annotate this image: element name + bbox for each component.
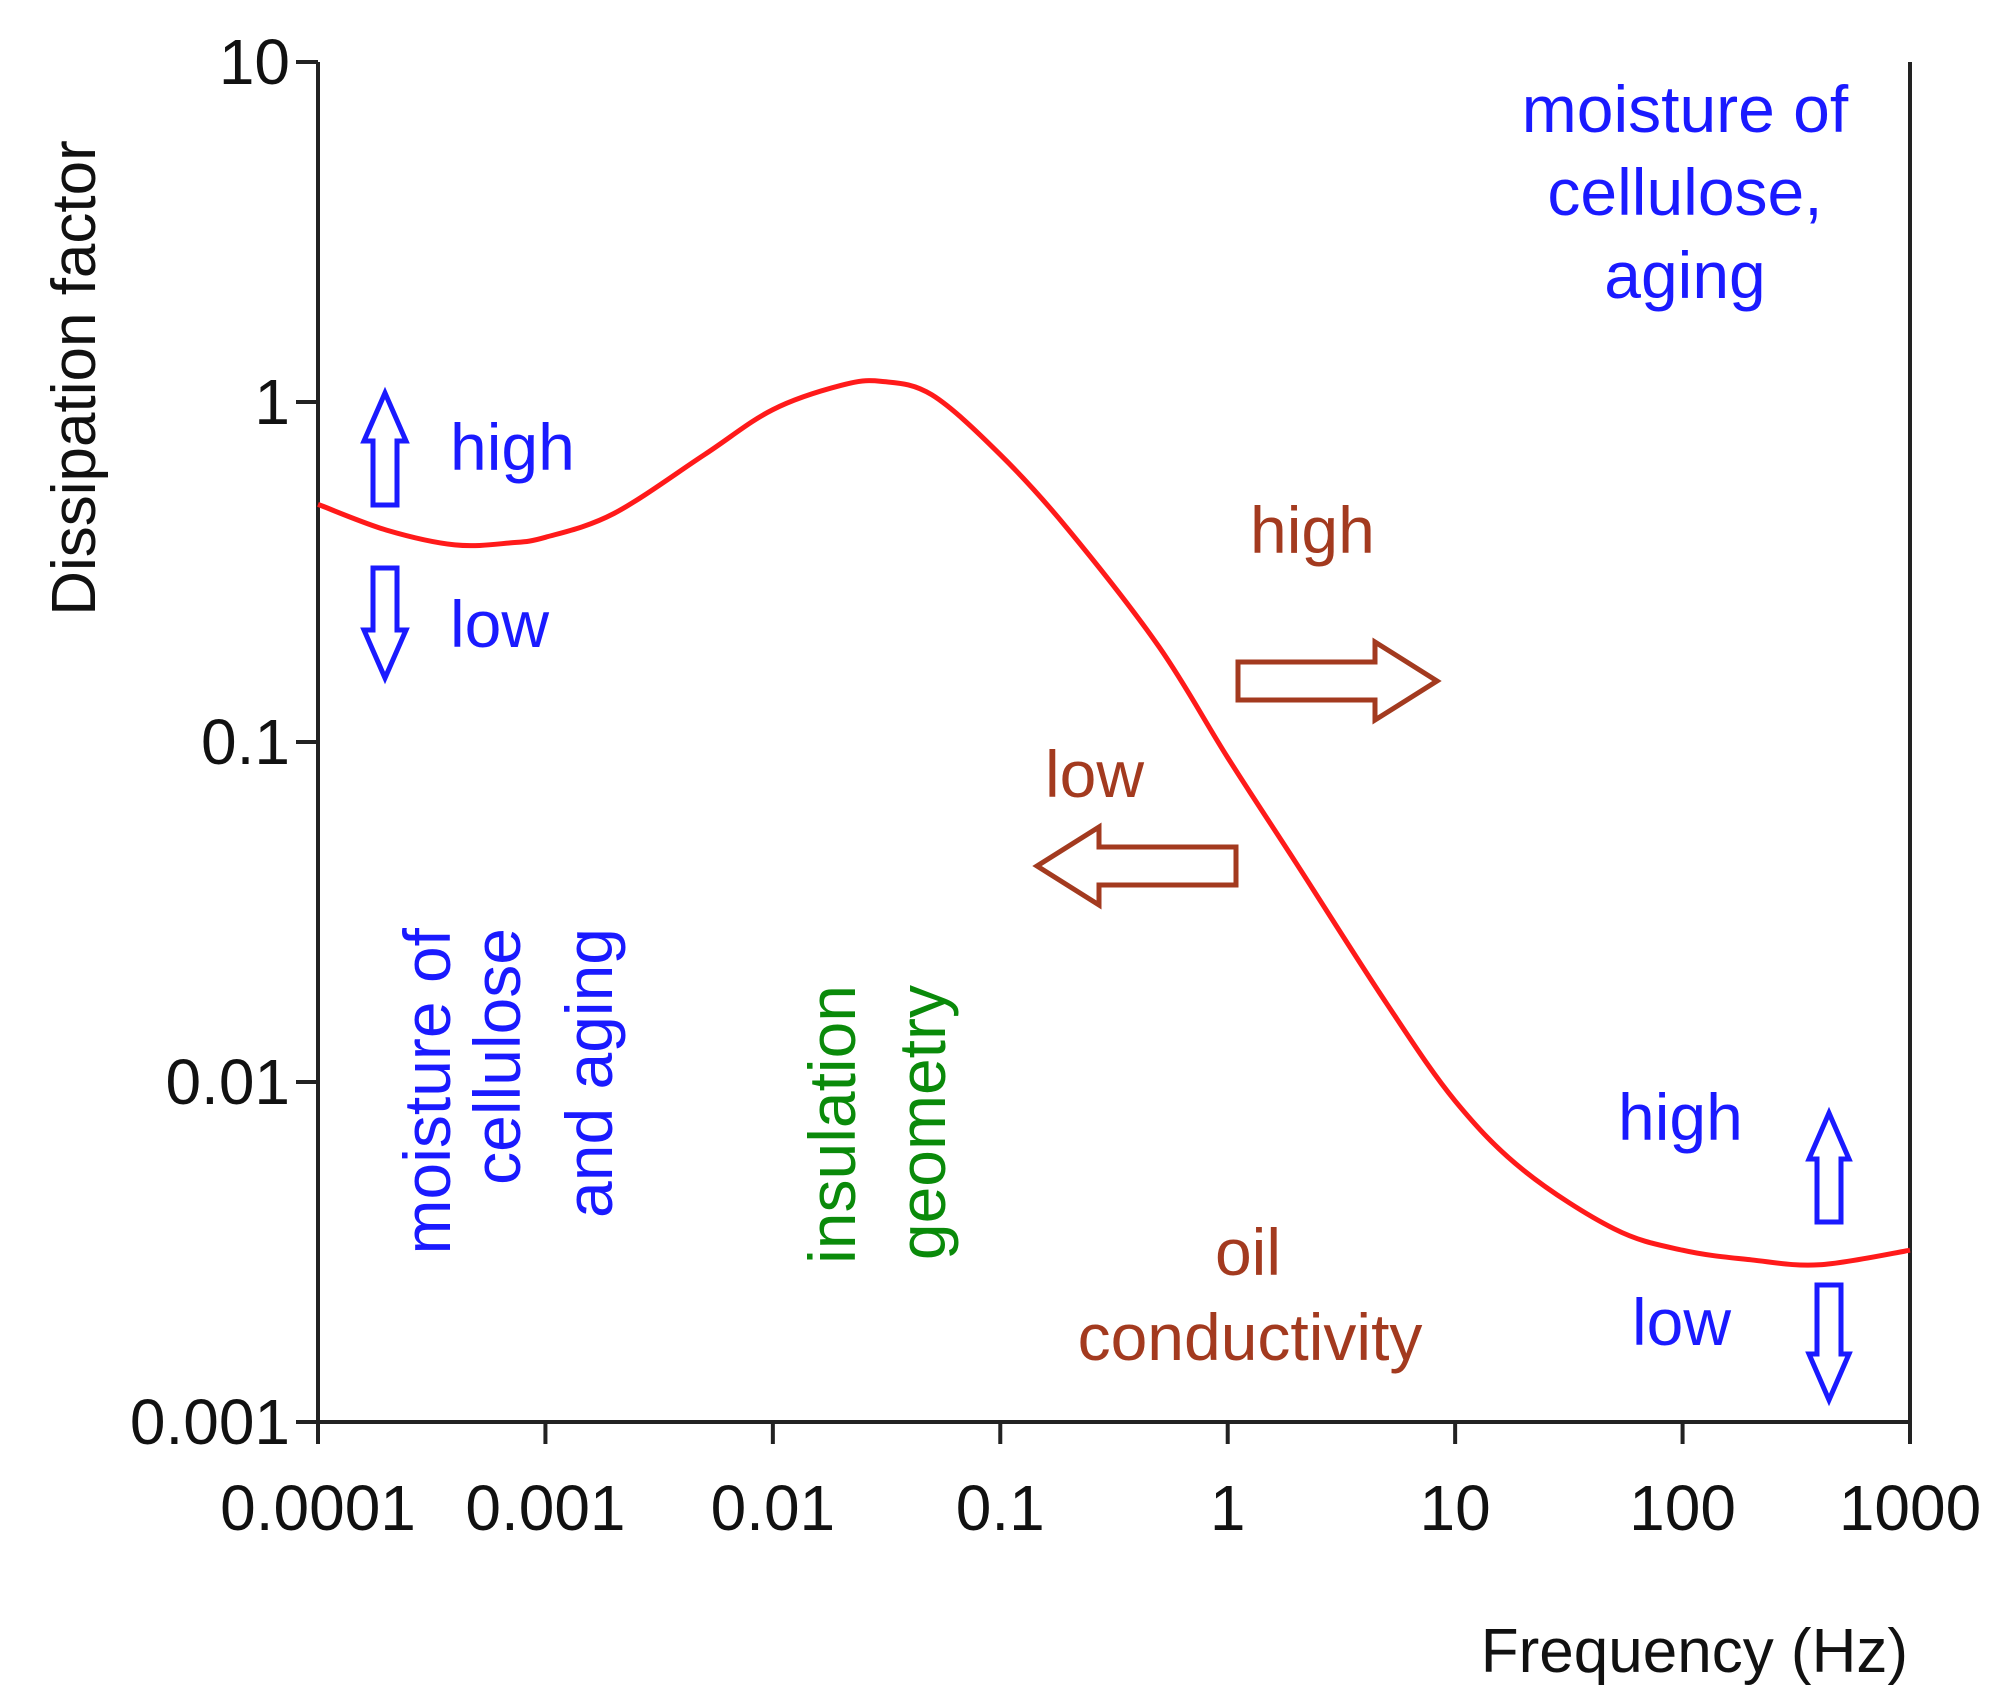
y-tick-label: 0.01 <box>165 1046 290 1118</box>
x-tick-label: 0.0001 <box>220 1472 416 1544</box>
series-group <box>317 378 1911 1268</box>
arrow-right-up-icon <box>1805 1106 1853 1225</box>
x-tick-label: 10 <box>1420 1472 1491 1544</box>
x-tick-label: 0.1 <box>956 1472 1045 1544</box>
x-tick-label: 0.01 <box>711 1472 836 1544</box>
annotation-top-right-line-3: aging <box>1604 238 1766 312</box>
annotation-oil-line-2: conductivity <box>1078 1300 1423 1374</box>
axes: 0.0001 0.001 0.01 0.1 1 10 100 1000 0.001 0.01 0.1… <box>130 26 1981 1544</box>
annotation-right-high: high <box>1618 1080 1743 1154</box>
arrow-mid-left-icon <box>1032 822 1239 910</box>
annotation-moisture-vertical-line-1: moisture of <box>390 927 464 1254</box>
y-tick-label: 10 <box>219 26 290 98</box>
x-axis-title: Frequency (Hz) <box>1481 1617 1908 1686</box>
arrow-mid-right-icon <box>1235 637 1442 725</box>
annotation-left-high: high <box>450 410 575 484</box>
annotation-mid-high: high <box>1250 493 1375 567</box>
x-tick-label: 1000 <box>1839 1472 1981 1544</box>
y-axis-title: Dissipation factor <box>40 140 109 616</box>
arrow-right-down-icon <box>1805 1282 1853 1407</box>
y-tick-label: 1 <box>254 366 290 438</box>
y-tick-label: 0.001 <box>130 1386 290 1458</box>
annotation-top-right-line-1: moisture of <box>1522 72 1849 146</box>
arrow-left-up-icon <box>360 386 410 508</box>
annotation-insulation-vertical-line-1: insulation <box>795 985 869 1264</box>
annotation-moisture-vertical-line-3: and aging <box>552 928 626 1218</box>
annotation-moisture-vertical-line-2: cellulose <box>460 928 534 1185</box>
x-tick-label: 0.001 <box>465 1472 625 1544</box>
arrow-group <box>360 386 1853 1407</box>
x-tick-label: 1 <box>1210 1472 1246 1544</box>
arrow-left-down-icon <box>360 565 410 685</box>
x-tick-label: 100 <box>1629 1472 1736 1544</box>
annotation-left-low: low <box>450 587 549 661</box>
y-tick-label: 0.1 <box>201 706 290 778</box>
annotation-oil-line-1: oil <box>1215 1215 1281 1289</box>
annotation-insulation-vertical-line-2: geometry <box>885 985 959 1260</box>
series-line <box>317 378 1911 1268</box>
annotation-right-low: low <box>1632 1285 1731 1359</box>
annotation-mid-low: low <box>1045 737 1144 811</box>
annotation-top-right-line-2: cellulose, <box>1547 155 1822 229</box>
